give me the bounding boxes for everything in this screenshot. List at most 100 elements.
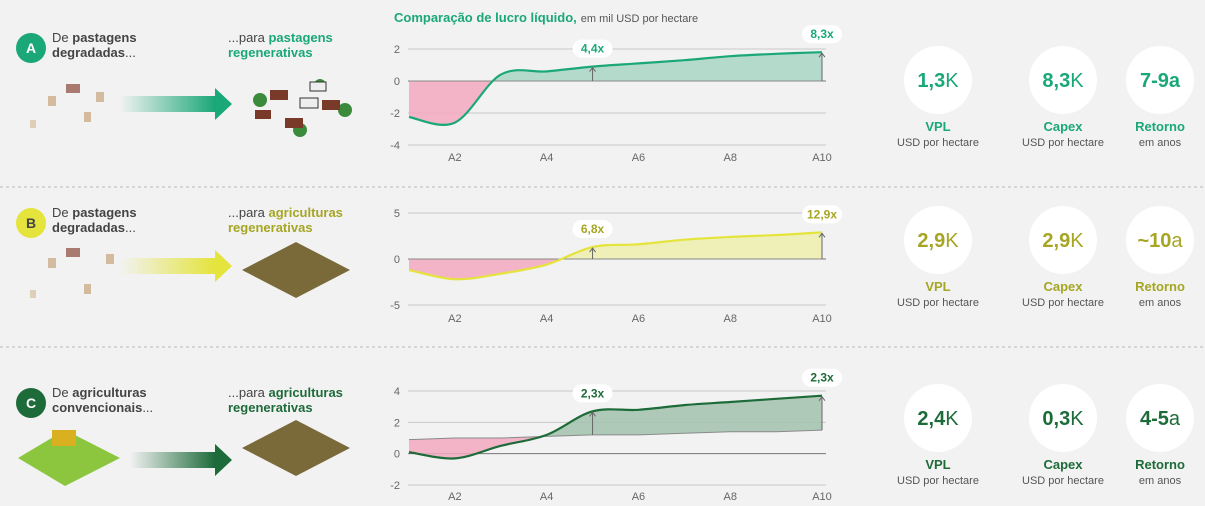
kpi-number: ~10 bbox=[1137, 230, 1171, 252]
kpi-value: 4-5a bbox=[1140, 408, 1181, 430]
kpi-unit: K bbox=[1070, 230, 1084, 252]
kpi-number: 4-5 bbox=[1140, 408, 1169, 430]
y-tick-label: 5 bbox=[394, 208, 400, 220]
annotation-bubble bbox=[802, 205, 842, 224]
kpi-value: 0,3K bbox=[1042, 408, 1084, 430]
text: ...para bbox=[228, 30, 265, 45]
annotation-arrow bbox=[818, 52, 826, 58]
kpi-label: Retorno bbox=[1135, 457, 1185, 472]
x-tick-label: A8 bbox=[723, 152, 736, 164]
y-tick-label: 0 bbox=[394, 76, 400, 88]
row-letter: C bbox=[26, 395, 36, 411]
annotation-arrow bbox=[589, 247, 596, 253]
conventional-field bbox=[18, 430, 120, 486]
annotation-bubble bbox=[802, 368, 842, 387]
y-tick-label: -5 bbox=[390, 300, 400, 312]
x-tick-label: A4 bbox=[540, 152, 553, 164]
kpi-number: 7-9a bbox=[1140, 70, 1181, 92]
kpi-sub: USD por hectare bbox=[897, 475, 979, 487]
transition-text: ...para agriculturas regenerativas bbox=[228, 205, 343, 235]
row-badge bbox=[16, 208, 46, 238]
arrow bbox=[130, 444, 232, 476]
y-tick-label: -2 bbox=[390, 108, 400, 120]
kpi-value: 2,4K bbox=[917, 408, 959, 430]
kpi-unit: K bbox=[1070, 408, 1084, 430]
annotation-bubble bbox=[802, 25, 842, 44]
annotation: 12,9x bbox=[807, 207, 837, 221]
area-below bbox=[409, 259, 822, 280]
y-tick-label: -4 bbox=[390, 140, 400, 152]
kpi-sub: em anos bbox=[1139, 137, 1182, 149]
y-tick-label: 4 bbox=[394, 386, 400, 398]
text: ... bbox=[124, 220, 136, 235]
kpi-circle bbox=[904, 46, 972, 114]
text: De bbox=[52, 30, 69, 45]
kpi-number: 0,3 bbox=[1042, 408, 1070, 430]
annotation: 6,8x bbox=[581, 222, 605, 236]
transition-text: ...para agriculturas regenerativas bbox=[228, 385, 343, 415]
kpi-sub: USD por hectare bbox=[897, 137, 979, 149]
degraded-pasture bbox=[30, 84, 104, 128]
area-above bbox=[409, 395, 822, 440]
kpi-sub: USD por hectare bbox=[1022, 475, 1104, 487]
kpi-value: 1,3K bbox=[917, 70, 959, 92]
annotation-bubble bbox=[572, 384, 613, 403]
x-tick-label: A8 bbox=[723, 491, 736, 503]
x-tick-label: A10 bbox=[812, 152, 832, 164]
kpi-sub: USD por hectare bbox=[897, 297, 979, 309]
row-badge bbox=[16, 388, 46, 418]
arrow bbox=[120, 250, 232, 282]
text: ... bbox=[124, 45, 136, 60]
kpi-circle bbox=[1126, 46, 1194, 114]
kpi-sub: USD por hectare bbox=[1022, 137, 1104, 149]
annotation-bubble bbox=[572, 220, 613, 239]
x-tick-label: A10 bbox=[812, 313, 832, 325]
x-tick-label: A6 bbox=[632, 491, 645, 503]
bold-text: agriculturas regenerativas bbox=[228, 385, 343, 415]
kpi-value: ~10a bbox=[1137, 230, 1183, 252]
x-tick-label: A4 bbox=[540, 313, 553, 325]
regenerative-pasture bbox=[253, 79, 352, 137]
transition-text: De pastagens degradadas... bbox=[52, 205, 167, 235]
kpi-unit: K bbox=[1070, 70, 1084, 92]
kpi-circle bbox=[904, 206, 972, 274]
kpi-circle bbox=[1029, 384, 1097, 452]
kpi-circle bbox=[1126, 384, 1194, 452]
kpi-circle bbox=[1029, 206, 1097, 274]
x-tick-label: A4 bbox=[540, 491, 553, 503]
y-tick-label: 0 bbox=[394, 254, 400, 266]
kpi-number: 8,3 bbox=[1042, 70, 1070, 92]
field bbox=[242, 242, 350, 298]
x-tick-label: A2 bbox=[448, 313, 461, 325]
text: De bbox=[52, 385, 69, 400]
y-tick-label: -2 bbox=[390, 480, 400, 492]
kpi-circle bbox=[1029, 46, 1097, 114]
kpi-unit: a bbox=[1169, 408, 1181, 430]
kpi-number: 1,3 bbox=[917, 70, 945, 92]
text: ...para bbox=[228, 385, 265, 400]
row-letter: B bbox=[26, 215, 36, 231]
x-tick-label: A6 bbox=[632, 313, 645, 325]
kpi-number: 2,9 bbox=[917, 230, 945, 252]
row-badge bbox=[16, 33, 46, 63]
annotation-arrow bbox=[818, 232, 826, 238]
bold-text: agriculturas convencionais bbox=[52, 385, 147, 415]
kpi-unit: K bbox=[945, 230, 959, 252]
row-letter: A bbox=[26, 40, 36, 56]
chart-title: Comparação de lucro líquido, em mil USD p… bbox=[394, 10, 698, 25]
y-tick-label: 2 bbox=[394, 44, 400, 56]
chart-subtitle: em mil USD por hectare bbox=[581, 13, 698, 25]
kpi-value: 2,9K bbox=[917, 230, 959, 252]
kpi-label: Retorno bbox=[1135, 279, 1185, 294]
kpi-label: Retorno bbox=[1135, 119, 1185, 134]
kpi-label: VPL bbox=[925, 457, 950, 472]
kpi-label: Capex bbox=[1043, 279, 1083, 294]
kpi-label: VPL bbox=[925, 279, 950, 294]
annotation: 4,4x bbox=[581, 42, 605, 56]
annotation-arrow bbox=[589, 66, 596, 72]
annotation: 8,3x bbox=[810, 27, 834, 41]
text: ...para bbox=[228, 205, 265, 220]
kpi-sub: USD por hectare bbox=[1022, 297, 1104, 309]
